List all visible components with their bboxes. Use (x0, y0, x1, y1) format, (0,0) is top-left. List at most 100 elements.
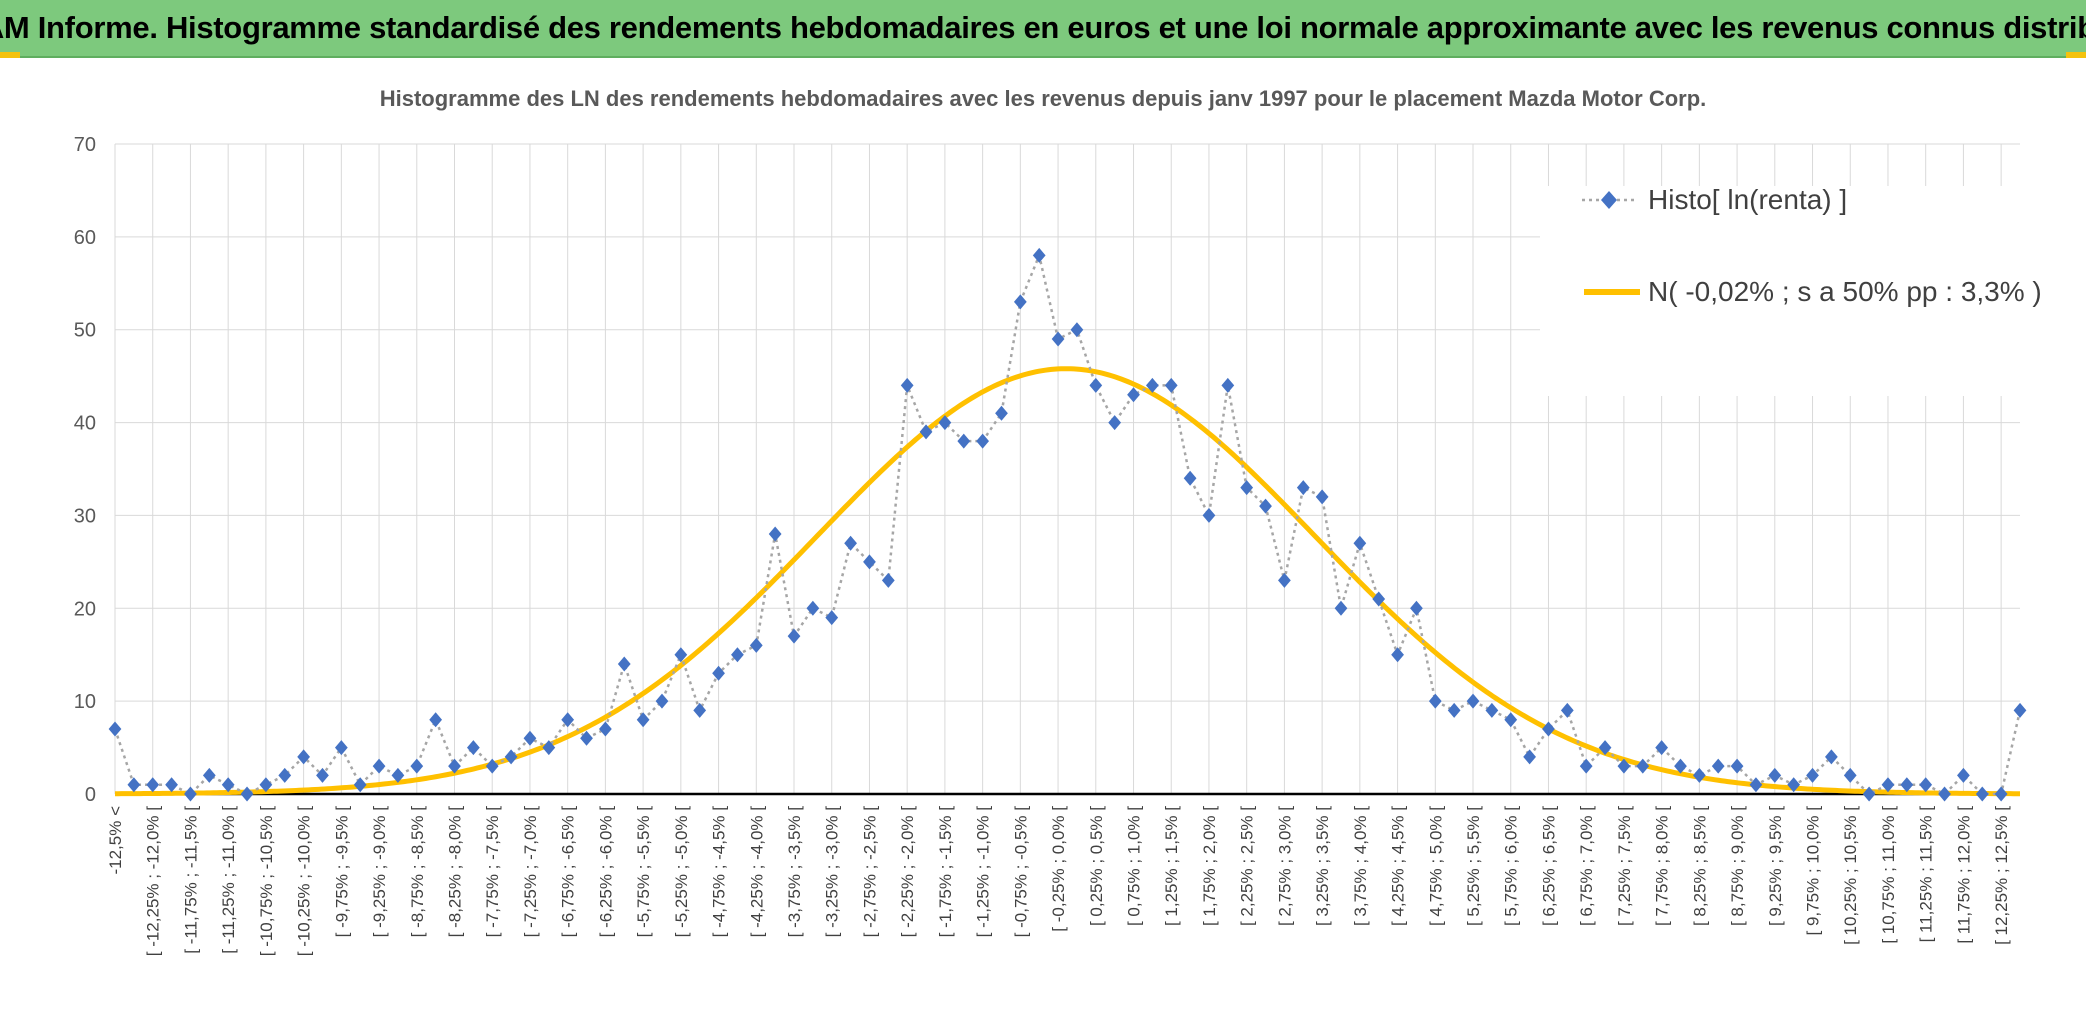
y-tick-label: 70 (74, 134, 96, 156)
x-tick-label: [ -5,25% ; -5,0% [ (672, 806, 691, 938)
histogram-point (749, 637, 763, 653)
x-tick-label: [ -1,75% ; -1,5% [ (936, 806, 955, 938)
x-tick-label: [ 0,75% ; 1,0% [ (1125, 806, 1144, 926)
histogram-point (1655, 740, 1669, 756)
x-tick-label: [ -9,25% ; -9,0% [ (370, 806, 389, 938)
legend-histo-marker (1601, 191, 1617, 209)
histogram-point (768, 526, 782, 542)
histogram-point (1598, 740, 1612, 756)
histogram-chart: Histogramme des LN des rendements hebdom… (74, 86, 2042, 957)
histogram-point (900, 377, 914, 393)
x-tick-label: [ 9,25% ; 9,5% [ (1766, 806, 1785, 926)
histogram-point (806, 600, 820, 616)
legend: Histo[ ln(renta) ] N( -0,02% ; s a 50% p… (1540, 184, 2042, 396)
x-tick-label: [ 3,25% ; 3,5% [ (1313, 806, 1332, 926)
histogram-point (1089, 377, 1103, 393)
histogram-series (108, 247, 2027, 802)
histogram-point (995, 405, 1008, 421)
x-tick-label: [ -3,75% ; -3,5% [ (785, 806, 804, 938)
histogram-point (957, 433, 971, 449)
y-tick-label: 50 (74, 320, 96, 342)
histogram-point (976, 433, 989, 449)
histogram-point (184, 786, 197, 802)
chart-title: Histogramme des LN des rendements hebdom… (380, 86, 1707, 111)
histogram-point (466, 740, 480, 756)
histogram-point (787, 628, 801, 644)
histogram-point (825, 610, 839, 626)
histogram-point (1278, 572, 1291, 588)
histogram-point (353, 777, 367, 793)
histogram-point (938, 415, 952, 431)
corner-accent-left (0, 52, 20, 58)
histogram-point (1900, 777, 1914, 793)
histogram-point (1843, 767, 1857, 783)
histogram-point (146, 777, 160, 793)
histogram-point (316, 767, 329, 783)
histogram-point (221, 777, 235, 793)
x-tick-label: [ -2,25% ; -2,0% [ (898, 806, 917, 938)
x-tick-label: [ -0,75% ; -0,5% [ (1011, 806, 1030, 938)
histogram-point (1957, 767, 1970, 783)
histogram-point (1202, 507, 1216, 523)
x-tick-label: [ 6,25% ; 6,5% [ (1539, 806, 1558, 926)
histogram-point (108, 721, 122, 737)
histogram-point (1485, 702, 1499, 718)
histogram-point (259, 777, 273, 793)
histogram-point (1108, 415, 1122, 431)
x-tick-label: [ -3,25% ; -3,0% [ (823, 806, 842, 938)
histogram-point (1428, 693, 1442, 709)
histogram-point (297, 749, 310, 765)
x-tick-label: [ -0,25% ; 0,0% [ (1049, 806, 1068, 932)
histogram-point (1183, 470, 1197, 486)
x-tick-label: [ 8,25% ; 8,5% [ (1690, 806, 1709, 926)
histogram-point (1825, 749, 1838, 765)
x-tick-label: [ 0,25% ; 0,5% [ (1087, 806, 1106, 926)
x-tick-label: [ -5,75% ; -5,5% [ (634, 806, 653, 938)
histogram-point (844, 535, 857, 551)
histogram-point (1862, 786, 1876, 802)
histogram-point (334, 740, 348, 756)
histogram-point (1240, 480, 1254, 496)
y-tick-label: 20 (74, 598, 96, 620)
histogram-point (712, 665, 725, 681)
histogram-point (1127, 387, 1140, 403)
histogram-point (448, 758, 461, 774)
x-tick-label: [ 12,25% ; 12,5% [ (1992, 806, 2011, 945)
x-tick-label: [ 2,25% ; 2,5% [ (1238, 806, 1257, 926)
y-tick-label: 30 (74, 505, 96, 527)
x-tick-label: [ 1,25% ; 1,5% [ (1162, 806, 1181, 926)
histogram-point (693, 702, 707, 718)
x-tick-label: [ 7,25% ; 7,5% [ (1615, 806, 1634, 926)
histogram-point (2013, 702, 2027, 718)
x-tick-label: [ -6,25% ; -6,0% [ (596, 806, 615, 938)
x-tick-label: [ -7,75% ; -7,5% [ (483, 806, 502, 938)
histogram-point (1560, 702, 1574, 718)
histogram-point (636, 712, 650, 728)
legend-entry-normal: N( -0,02% ; s a 50% pp : 3,3% ) (1648, 276, 2042, 307)
histogram-point (1315, 489, 1329, 505)
y-axis-tick-labels: 0 10 20 30 40 50 60 70 (74, 134, 96, 806)
histogram-point (410, 758, 424, 774)
histogram-point (1391, 647, 1404, 663)
histogram-point (1711, 758, 1725, 774)
histogram-point (1372, 591, 1386, 607)
histogram-point (1353, 535, 1367, 551)
histogram-point (1013, 294, 1027, 310)
x-tick-label: [ 11,25% ; 11,5% [ (1917, 806, 1936, 943)
histogram-point (1617, 758, 1631, 774)
histogram-point (429, 712, 443, 728)
x-tick-label: [ -4,25% ; -4,0% [ (747, 806, 766, 938)
x-tick-label: [ -11,25% ; -11,0% [ (219, 806, 238, 954)
x-tick-label: [ -4,75% ; -4,5% [ (710, 806, 729, 938)
histogram-point (617, 656, 631, 672)
x-tick-label: [ -12,25% ; -12,0% [ (144, 806, 163, 957)
histogram-point (599, 721, 612, 737)
histogram-point (919, 424, 933, 440)
histogram-point (1259, 498, 1272, 514)
histogram-point (674, 647, 688, 663)
histogram-point (1994, 786, 2008, 802)
histogram-point (881, 572, 895, 588)
normal-curve-series (114, 366, 2021, 797)
x-tick-label: [ -10,25% ; -10,0% [ (295, 806, 314, 957)
x-axis-tick-labels: -12,5% < [ -12,25% ; -12,0% [[ -11,75% ; … (106, 806, 2011, 957)
